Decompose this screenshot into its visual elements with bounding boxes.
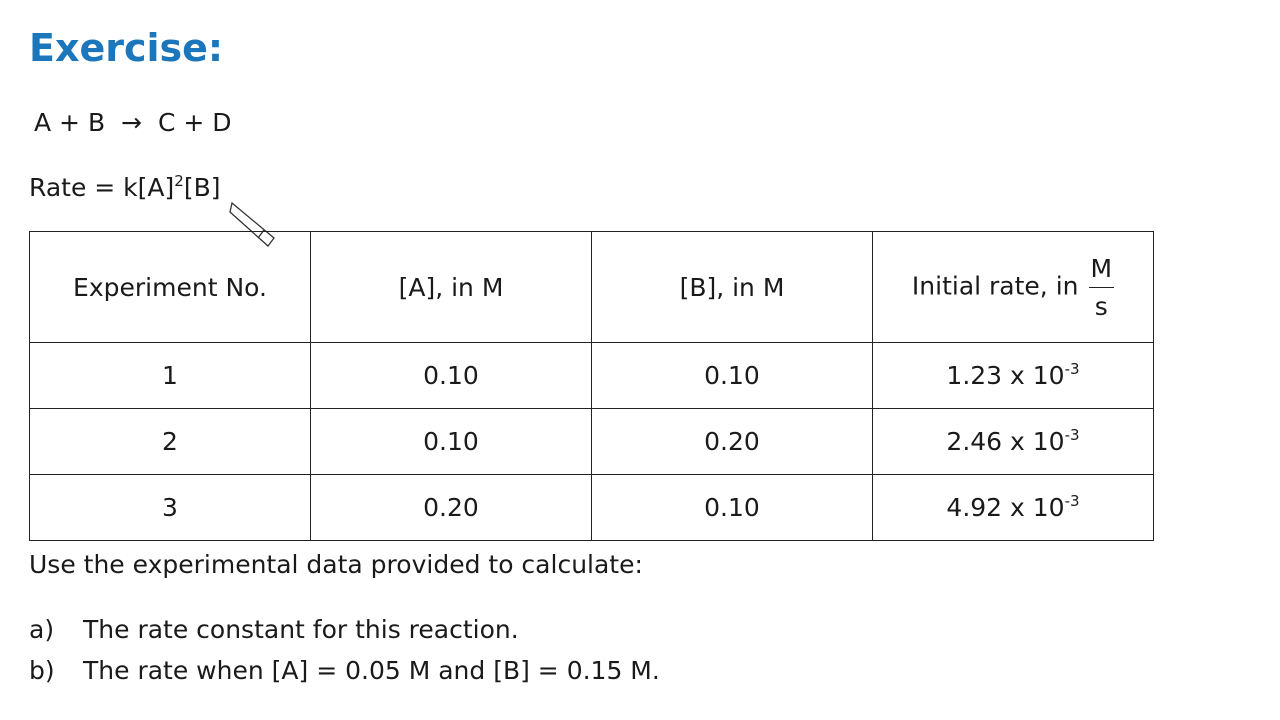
- denominator: s: [1094, 291, 1108, 321]
- rate-cell: 2.46 x 10-3: [872, 408, 1154, 475]
- intro: Use the experimental data provided to ca…: [29, 550, 643, 579]
- cell: 0.10: [310, 342, 592, 409]
- cell: 0.10: [310, 408, 592, 475]
- cell: 3: [29, 474, 311, 541]
- reaction: A + B → C + D: [34, 108, 232, 137]
- cell: 2: [29, 408, 311, 475]
- cell: 0.10: [591, 342, 873, 409]
- rate-exponent: -3: [1064, 360, 1080, 378]
- cell: 0.10: [591, 474, 873, 541]
- data-table: Experiment No. [A], in M [B], in M Initi…: [29, 231, 1154, 541]
- rate-exponent: 2: [174, 172, 184, 190]
- rate-base: 2.46 x 10: [946, 427, 1065, 456]
- data-row: 3 0.20 0.10 4.92 x 10-3: [29, 474, 1154, 541]
- question-text: The rate when [A] = 0.05 M and [B] = 0.1…: [83, 656, 660, 685]
- header-row: Experiment No. [A], in M [B], in M Initi…: [29, 231, 1154, 343]
- arrow: →: [121, 108, 142, 137]
- cell: 0.20: [310, 474, 592, 541]
- rate-base: 4.92 x 10: [946, 493, 1065, 522]
- rate-exponent: -3: [1064, 492, 1080, 510]
- cell: 1: [29, 342, 311, 409]
- title: Exercise:: [29, 26, 224, 70]
- reactants: A + B: [34, 108, 106, 137]
- data-row: 1 0.10 0.10 1.23 x 10-3: [29, 342, 1154, 409]
- cell: 0.20: [591, 408, 873, 475]
- rate-base: Rate = k[A]: [29, 173, 175, 202]
- rate-exponent: -3: [1064, 426, 1080, 444]
- header-cell: [B], in M: [591, 231, 873, 343]
- rate-tail: [B]: [183, 173, 221, 202]
- rate-cell: 4.92 x 10-3: [872, 474, 1154, 541]
- question: b) The rate when [A] = 0.05 M and [B] = 0…: [29, 656, 660, 685]
- header-cell: [A], in M: [310, 231, 592, 343]
- rate-cell: 1.23 x 10-3: [872, 342, 1154, 409]
- marker: a): [29, 615, 55, 644]
- rate-base: 1.23 x 10: [946, 361, 1065, 390]
- header-cell: Experiment No.: [29, 231, 311, 343]
- data-row: 2 0.10 0.20 2.46 x 10-3: [29, 408, 1154, 475]
- rate-law: Rate = k[A]2[B]: [29, 173, 220, 202]
- question: a) The rate constant for this reaction.: [29, 615, 519, 644]
- numerator: M: [1088, 254, 1115, 288]
- marker: b): [29, 656, 55, 685]
- header-text: Initial rate, in: [911, 271, 1079, 300]
- products: C + D: [157, 108, 232, 137]
- question-text: The rate constant for this reaction.: [83, 615, 519, 644]
